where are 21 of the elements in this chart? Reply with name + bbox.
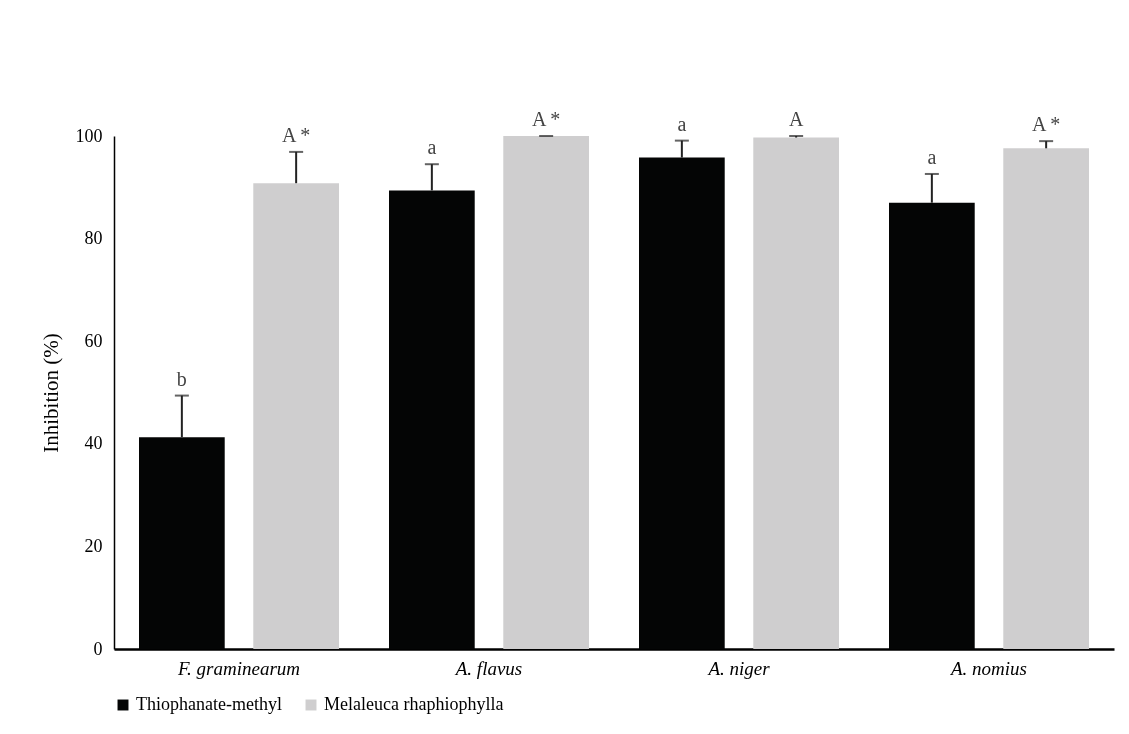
y-tick-label: 40 <box>84 433 103 454</box>
data-label: A <box>788 108 804 130</box>
y-tick-label: 80 <box>84 228 103 249</box>
data-label: A * <box>281 123 311 146</box>
legend-label: Melaleuca rhaphiophylla <box>324 694 504 714</box>
data-label: A * <box>531 108 561 130</box>
legend-label: Thiophanate-methyl <box>136 694 282 714</box>
y-tick-label: 0 <box>93 638 103 659</box>
x-tick-label: A. niger <box>706 657 771 679</box>
y-axis-title: Inhibition (%) <box>38 333 63 453</box>
data-label: A * <box>1031 113 1061 136</box>
y-tick-label: 20 <box>84 535 103 556</box>
data-label: a <box>927 145 937 168</box>
data-label: a <box>427 136 437 159</box>
y-tick-label: 60 <box>84 330 103 351</box>
x-tick-label: F. graminearum <box>176 657 301 679</box>
x-tick-label: A. flavus <box>453 657 523 679</box>
y-tick-label: 100 <box>75 125 103 146</box>
data-label: b <box>176 367 187 390</box>
data-label: a <box>677 112 687 135</box>
x-tick-label: A. nomius <box>949 657 1027 679</box>
